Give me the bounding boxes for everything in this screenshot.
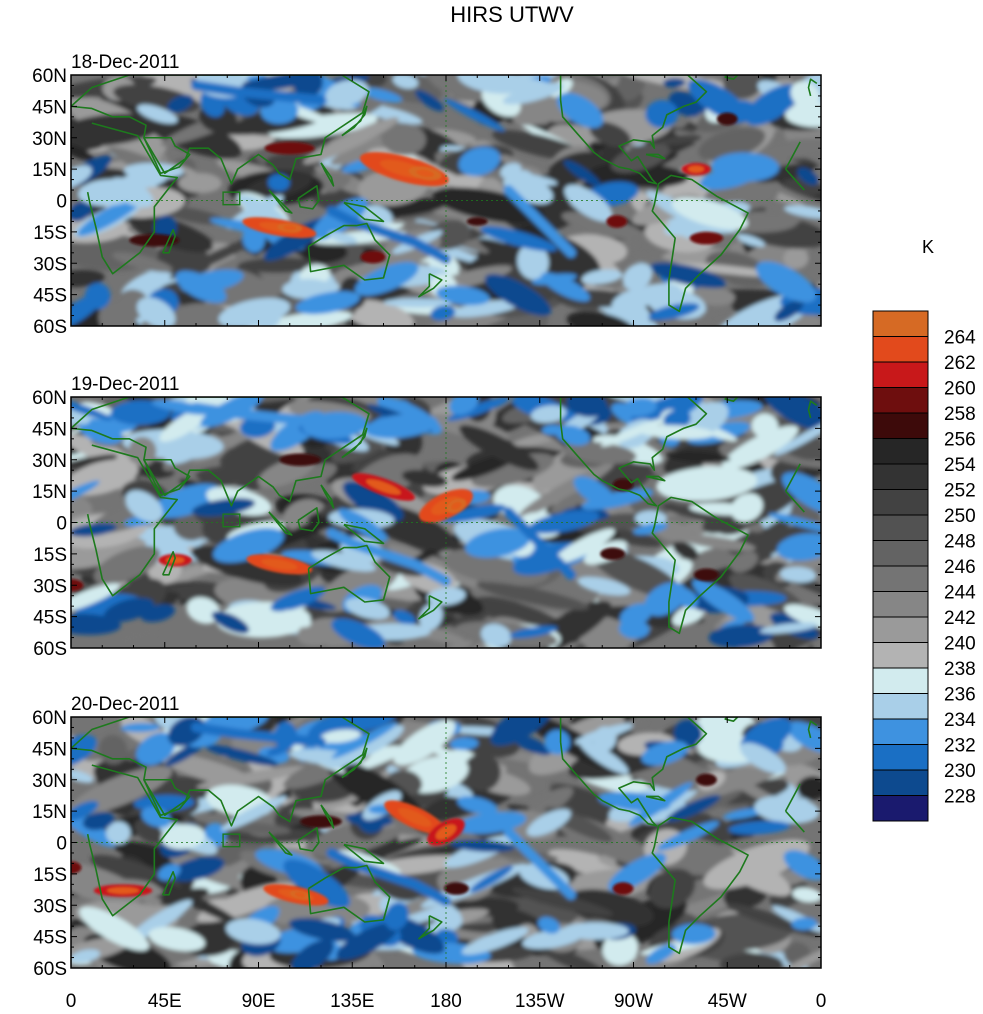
colorbar-label: 260: [944, 379, 976, 400]
colorbar-label: 248: [944, 532, 976, 553]
lat-label: 15N: [32, 160, 67, 181]
panel-date: 18-Dec-2011: [71, 52, 179, 73]
colorbar-swatch: [872, 361, 929, 388]
lat-label: 0: [56, 514, 67, 535]
lat-label: 30N: [32, 129, 67, 150]
panel-date: 20-Dec-2011: [71, 694, 179, 715]
lat-label: 30S: [33, 896, 67, 917]
colorbar-swatch: [872, 616, 929, 643]
lat-label: 30S: [33, 576, 67, 597]
lat-label: 30S: [33, 254, 67, 275]
colorbar-label: 256: [944, 430, 976, 451]
colorbar-label: 250: [944, 506, 976, 527]
lon-label: 180: [430, 991, 462, 1012]
colorbar-swatch: [872, 489, 929, 516]
lat-label: 15N: [32, 482, 67, 503]
lat-label: 15S: [33, 865, 67, 886]
lon-label: 90E: [242, 991, 276, 1012]
colorbar-swatch: [872, 387, 929, 414]
coastlines: [71, 717, 818, 955]
colorbar-swatch: [872, 718, 929, 745]
colorbar-label: 238: [944, 659, 976, 680]
lat-label: 0: [56, 192, 67, 213]
lat-label: 60S: [33, 317, 67, 338]
utwv-field: [71, 397, 821, 648]
colorbar-label: 230: [944, 761, 976, 782]
panel-date: 19-Dec-2011: [71, 374, 179, 395]
colorbar-swatch: [872, 438, 929, 465]
map-panel-1: 60N 45N 30N 15N 0 15S 30S 45S 60S 18-Dec-2011: [32, 52, 822, 338]
colorbar-label: 228: [944, 787, 976, 808]
colorbar-units: K: [922, 237, 934, 257]
colorbar-label: 252: [944, 481, 976, 502]
lon-label: 135W: [515, 991, 565, 1012]
coastlines: [71, 75, 818, 313]
colorbar-swatch: [872, 795, 929, 822]
map-panel-3: 60N 45N 30N 15N 0 15S 30S 45S 60S 20-Dec-2011: [32, 694, 822, 980]
lon-label: 0: [66, 991, 77, 1012]
lat-label: 15S: [33, 223, 67, 244]
colorbar-label: 262: [944, 353, 976, 374]
colorbar-label: 258: [944, 404, 976, 425]
colorbar-swatch: [872, 769, 929, 796]
lat-label: 45S: [33, 286, 67, 307]
lat-label: 45N: [32, 739, 67, 760]
lon-label: 45W: [708, 991, 747, 1012]
lat-label: 0: [56, 834, 67, 855]
lat-label: 30N: [32, 451, 67, 472]
colorbar-swatch: [872, 667, 929, 694]
colorbar-label: 242: [944, 608, 976, 629]
lon-labels: 0 45E 90E 135E 180 135W 90W 45W 0: [66, 991, 827, 1012]
colorbar: 228 230 232 234 236 238 240 242 244 246 248 250 252 2…: [872, 310, 976, 822]
colorbar-label: 244: [944, 583, 976, 604]
lat-label: 15S: [33, 545, 67, 566]
figure-title: HIRS UTWV: [450, 2, 574, 27]
map-panel-2: 60N 45N 30N 15N 0 15S 30S 45S 60S 19-Dec-2011: [32, 374, 822, 660]
lon-label: 90W: [614, 991, 653, 1012]
utwv-field: [71, 75, 821, 326]
lat-label: 45N: [32, 97, 67, 118]
colorbar-label: 236: [944, 685, 976, 706]
lon-label: 0: [816, 991, 827, 1012]
colorbar-label: 232: [944, 736, 976, 757]
colorbar-swatch: [872, 336, 929, 363]
colorbar-label: 254: [944, 455, 976, 476]
lat-label: 60S: [33, 959, 67, 980]
coastlines: [71, 397, 818, 635]
colorbar-swatch: [872, 540, 929, 567]
colorbar-label: 264: [944, 328, 976, 349]
lon-label: 45E: [148, 991, 182, 1012]
lat-label: 45N: [32, 419, 67, 440]
colorbar-label: 240: [944, 634, 976, 655]
colorbar-swatch: [872, 693, 929, 720]
colorbar-swatch: [872, 744, 929, 771]
lat-label: 45S: [33, 608, 67, 629]
colorbar-swatch: [872, 310, 929, 337]
colorbar-label: 234: [944, 710, 976, 731]
lat-label: 60S: [33, 639, 67, 660]
colorbar-swatch: [872, 565, 929, 592]
lat-label: 60N: [32, 388, 67, 409]
lat-label: 60N: [32, 66, 67, 87]
lat-label: 45S: [33, 928, 67, 949]
lat-label: 30N: [32, 771, 67, 792]
colorbar-swatch: [872, 412, 929, 439]
colorbar-swatch: [872, 591, 929, 618]
lon-label: 135E: [330, 991, 374, 1012]
lat-label: 15N: [32, 802, 67, 823]
lat-label: 60N: [32, 708, 67, 729]
colorbar-swatch: [872, 463, 929, 490]
colorbar-swatch: [872, 514, 929, 541]
colorbar-label: 246: [944, 557, 976, 578]
utwv-field: [71, 717, 821, 968]
map-panels: 60N45N30N15N015S30S45S60S18-Dec-201160N4…: [32, 52, 827, 1012]
colorbar-swatch: [872, 642, 929, 669]
